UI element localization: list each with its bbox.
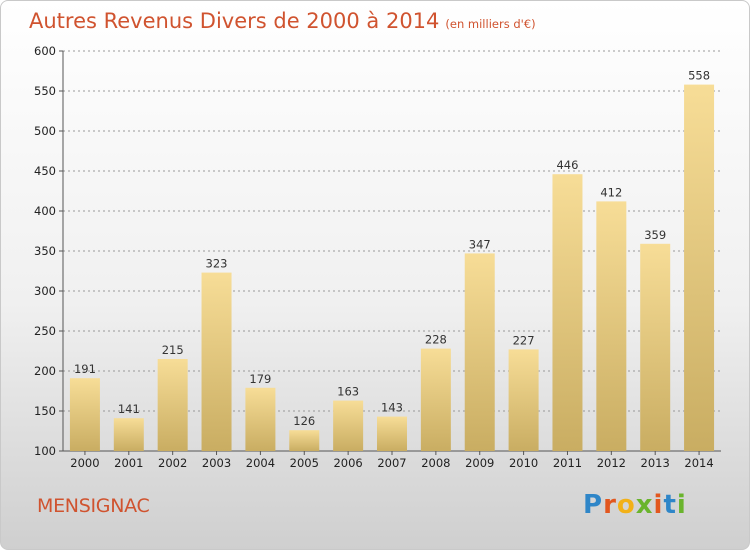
bar-value-label: 558 bbox=[688, 69, 710, 83]
y-tick-label: 600 bbox=[34, 44, 56, 58]
bar bbox=[596, 201, 627, 451]
logo-letter: i bbox=[676, 490, 687, 520]
bar-value-label: 143 bbox=[381, 401, 403, 415]
bar-value-label: 228 bbox=[425, 333, 447, 347]
x-tick-label: 2013 bbox=[641, 456, 670, 470]
x-tick-label: 2007 bbox=[377, 456, 406, 470]
x-tick-label: 2008 bbox=[421, 456, 450, 470]
bar-value-label: 227 bbox=[513, 333, 535, 347]
y-tick-label: 500 bbox=[34, 124, 56, 138]
x-tick-label: 2005 bbox=[290, 456, 319, 470]
logo-letter: x bbox=[635, 490, 654, 520]
x-tick-label: 2002 bbox=[158, 456, 187, 470]
bar bbox=[245, 387, 276, 451]
bar bbox=[640, 243, 671, 451]
logo-letter: r bbox=[603, 490, 617, 520]
bar-value-label: 359 bbox=[644, 228, 666, 242]
logo-letter: t bbox=[663, 490, 677, 520]
x-tick-label: 2004 bbox=[246, 456, 275, 470]
bar bbox=[420, 348, 451, 451]
bar-value-label: 191 bbox=[74, 362, 96, 376]
x-tick-label: 2012 bbox=[597, 456, 626, 470]
y-tick-label: 400 bbox=[34, 204, 56, 218]
bar-value-label: 179 bbox=[249, 372, 271, 386]
bar-value-label: 347 bbox=[469, 237, 491, 251]
bar bbox=[508, 349, 539, 451]
bar-value-label: 163 bbox=[337, 385, 359, 399]
bar bbox=[289, 430, 320, 451]
bar-value-label: 126 bbox=[293, 414, 315, 428]
y-tick-label: 550 bbox=[34, 84, 56, 98]
bar-value-label: 446 bbox=[556, 158, 578, 172]
y-tick-label: 450 bbox=[34, 164, 56, 178]
x-tick-label: 2003 bbox=[202, 456, 231, 470]
bar-value-label: 323 bbox=[206, 257, 228, 271]
y-tick-label: 100 bbox=[34, 444, 56, 458]
x-tick-label: 2014 bbox=[684, 456, 713, 470]
chart-title: Autres Revenus Divers de 2000 à 2014 bbox=[29, 9, 440, 33]
bar bbox=[464, 253, 495, 451]
x-tick-label: 2009 bbox=[465, 456, 494, 470]
bar bbox=[113, 418, 144, 451]
bar bbox=[552, 174, 583, 451]
bar bbox=[684, 84, 715, 451]
bar-value-label: 215 bbox=[162, 343, 184, 357]
y-tick-label: 350 bbox=[34, 244, 56, 258]
x-tick-label: 2001 bbox=[114, 456, 143, 470]
x-tick-label: 2011 bbox=[553, 456, 582, 470]
x-tick-label: 2006 bbox=[333, 456, 362, 470]
logo-letter: o bbox=[616, 490, 636, 520]
bar-value-label: 412 bbox=[600, 185, 622, 199]
bar bbox=[157, 359, 188, 451]
x-tick-label: 2000 bbox=[70, 456, 99, 470]
logo-letter: i bbox=[653, 490, 664, 520]
y-tick-label: 250 bbox=[34, 324, 56, 338]
bar bbox=[333, 400, 364, 451]
y-tick-label: 150 bbox=[34, 404, 56, 418]
place-name: MENSIGNAC bbox=[37, 495, 150, 517]
chart-title-block: Autres Revenus Divers de 2000 à 2014 (en … bbox=[29, 9, 536, 33]
proxiti-logo: Proxiti bbox=[583, 490, 687, 520]
bar bbox=[377, 416, 407, 451]
bar-value-label: 141 bbox=[118, 402, 140, 416]
y-tick-label: 300 bbox=[34, 284, 56, 298]
bar bbox=[69, 378, 100, 451]
x-tick-label: 2010 bbox=[509, 456, 538, 470]
bar bbox=[201, 272, 232, 451]
chart-subtitle: (en milliers d'€) bbox=[445, 17, 536, 31]
logo-letter: P bbox=[583, 490, 604, 520]
y-tick-label: 200 bbox=[34, 364, 56, 378]
